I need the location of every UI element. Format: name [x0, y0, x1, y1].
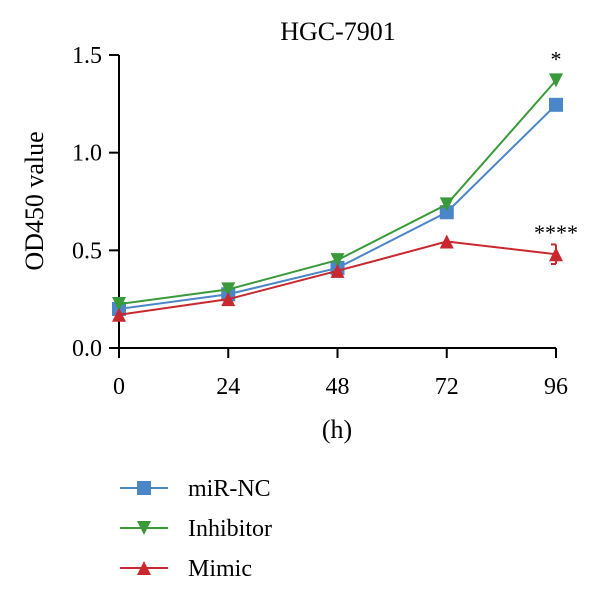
series-inhibitor [112, 73, 563, 312]
legend-marker [137, 561, 151, 575]
y-tick-label: 1.0 [72, 141, 102, 167]
legend: miR-NC Inhibitor Mimic [120, 476, 272, 582]
significance-annotation: **** [534, 220, 578, 245]
data-point [439, 205, 454, 220]
plot-area: 0.00.51.01.5 0 24 48 72 96 ***** [72, 43, 578, 400]
y-tick-label: 0.0 [72, 336, 102, 362]
series-line [118, 104, 557, 310]
legend-marker [137, 481, 151, 495]
x-tick-label: 72 [435, 374, 459, 400]
data-point [439, 234, 454, 249]
x-ticks: 0 24 48 72 96 [113, 348, 568, 400]
series-mir-nc [112, 97, 563, 316]
legend-item-mimic: Mimic [120, 556, 252, 582]
annotations: ***** [534, 46, 578, 245]
x-tick-label: 96 [544, 374, 568, 400]
legend-label: miR-NC [188, 476, 271, 502]
data-point [549, 97, 563, 112]
chart-title: HGC-7901 [280, 17, 396, 46]
x-tick-label: 24 [216, 374, 240, 400]
legend-marker [137, 521, 151, 535]
legend-item-mir-nc: miR-NC [120, 476, 271, 502]
data-point [439, 197, 454, 212]
data-point [221, 282, 236, 297]
data-point [330, 253, 345, 268]
x-tick-label: 0 [113, 374, 125, 400]
data-point [549, 247, 563, 262]
legend-label: Mimic [188, 556, 252, 582]
data-point [112, 307, 126, 322]
series-line [118, 240, 557, 316]
series-mimic [112, 234, 563, 322]
series-group [112, 73, 563, 322]
legend-item-inhibitor: Inhibitor [120, 516, 272, 542]
data-point [549, 73, 563, 88]
x-axis-title: (h) [322, 415, 352, 444]
y-axis-title: OD450 value [20, 131, 49, 270]
significance-annotation: * [551, 46, 562, 71]
data-point [112, 297, 126, 312]
data-point [330, 263, 345, 278]
legend-label: Inhibitor [188, 516, 272, 542]
y-tick-label: 1.5 [72, 43, 102, 69]
y-ticks: 0.0 0.5 1.0 1.5 [72, 43, 119, 362]
y-tick-label: 0.5 [72, 238, 102, 264]
data-point [221, 292, 236, 307]
x-tick-label: 48 [326, 374, 350, 400]
